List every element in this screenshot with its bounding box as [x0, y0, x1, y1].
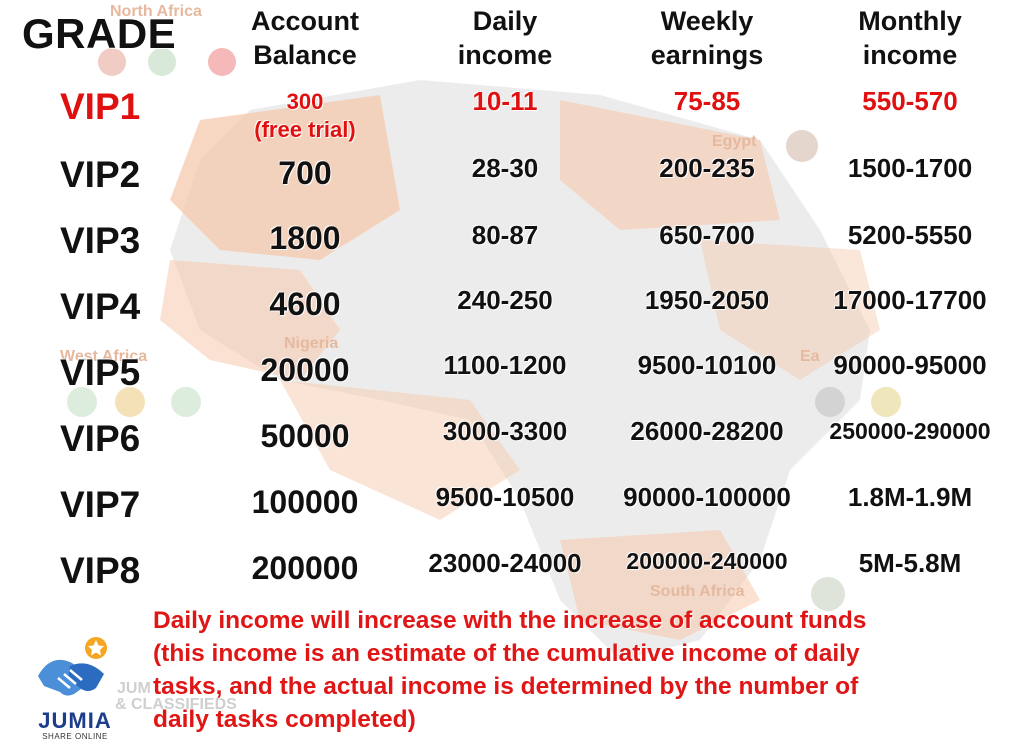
balance-vip1-note: (free trial) — [254, 117, 356, 142]
grade-vip8: VIP8 — [60, 550, 141, 591]
header-balance-line2: Balance — [253, 40, 357, 70]
weekly-vip3: 650-700 — [659, 220, 755, 250]
header-weekly-earnings: Weekly earnings — [612, 4, 802, 72]
grade-vip7: VIP7 — [60, 484, 141, 525]
grade-vip2: VIP2 — [60, 154, 141, 195]
jumia-logo: JUMIA SHARE ONLINE — [30, 632, 120, 747]
balance-vip3: 1800 — [269, 220, 341, 256]
header-grade: GRADE — [22, 10, 177, 57]
weekly-vip2: 200-235 — [659, 153, 755, 183]
daily-vip2: 28-30 — [471, 153, 539, 183]
weekly-vip7: 90000-100000 — [623, 482, 791, 512]
grade-vip4: VIP4 — [60, 286, 141, 327]
bg-label-egypt: Egypt — [712, 133, 757, 150]
header-daily-income: Daily income — [410, 4, 600, 72]
header-account-balance: Account Balance — [210, 4, 400, 72]
balance-vip1-value: 300 — [286, 89, 324, 114]
monthly-vip8: 5M-5.8M — [858, 548, 962, 578]
balance-vip2: 700 — [278, 155, 332, 191]
monthly-vip3: 5200-5550 — [847, 220, 973, 250]
header-monthly-income: Monthly income — [812, 4, 1008, 72]
monthly-vip1: 550-570 — [862, 86, 958, 116]
note-line-2: (this income is an estimate of the cumul… — [153, 640, 860, 667]
bg-label-nigeria: Nigeria — [284, 335, 339, 352]
weekly-vip4: 1950-2050 — [644, 285, 770, 315]
balance-vip1: 300 (free trial) — [210, 88, 400, 144]
grade-vip6: VIP6 — [60, 418, 141, 459]
header-weekly-line2: earnings — [650, 40, 764, 70]
income-note: Daily income will increase with the incr… — [153, 604, 983, 736]
monthly-vip2: 1500-1700 — [847, 153, 973, 183]
bg-label-west-africa: West Africa — [60, 348, 148, 365]
daily-vip5: 1100-1200 — [443, 350, 567, 380]
balance-vip5: 20000 — [260, 352, 350, 388]
logo-tagline: SHARE ONLINE — [42, 732, 108, 741]
weekly-vip8: 200000-240000 — [626, 548, 788, 574]
header-daily-line2: income — [457, 40, 553, 70]
monthly-vip5: 90000-95000 — [833, 350, 987, 380]
bg-label-south-africa: South Africa — [650, 583, 745, 600]
daily-vip1: 10-11 — [472, 86, 538, 116]
daily-vip7: 9500-10500 — [435, 482, 575, 512]
monthly-vip7: 1.8M-1.9M — [847, 482, 973, 512]
header-monthly-line1: Monthly — [858, 6, 962, 36]
bg-label-north-africa: North Africa — [110, 3, 202, 20]
daily-vip4: 240-250 — [457, 285, 553, 315]
grade-vip5: VIP5 — [60, 352, 141, 393]
header-daily-line1: Daily — [472, 6, 538, 36]
note-line-1: Daily income will increase with the incr… — [153, 607, 867, 634]
grade-vip1: VIP1 — [60, 86, 141, 127]
bg-label-classifieds: & CLASSIFIEDS — [115, 696, 237, 713]
monthly-vip4: 17000-17700 — [833, 285, 987, 315]
note-line-4: daily tasks completed) — [153, 706, 416, 733]
daily-vip8: 23000-24000 — [428, 548, 582, 578]
bg-label-east-africa: Ea — [800, 348, 820, 365]
balance-vip4: 4600 — [269, 286, 341, 322]
weekly-vip6: 26000-28200 — [630, 416, 784, 446]
daily-vip3: 80-87 — [471, 220, 539, 250]
balance-vip8: 200000 — [251, 550, 359, 586]
daily-vip6: 3000-3300 — [442, 416, 568, 446]
balance-vip6: 50000 — [260, 418, 350, 454]
header-weekly-line1: Weekly — [660, 6, 754, 36]
bg-label-jumia: JUM — [117, 680, 151, 697]
balance-vip7: 100000 — [251, 484, 359, 520]
header-balance-line1: Account — [251, 6, 359, 36]
weekly-vip1: 75-85 — [673, 86, 741, 116]
logo-wordmark: JUMIA — [38, 708, 112, 733]
handshake-icon — [38, 637, 107, 696]
grade-vip3: VIP3 — [60, 220, 141, 261]
weekly-vip5: 9500-10100 — [637, 350, 777, 380]
header-monthly-line2: income — [862, 40, 958, 70]
note-line-3: tasks, and the actual income is determin… — [153, 673, 859, 700]
monthly-vip6: 250000-290000 — [829, 418, 991, 444]
